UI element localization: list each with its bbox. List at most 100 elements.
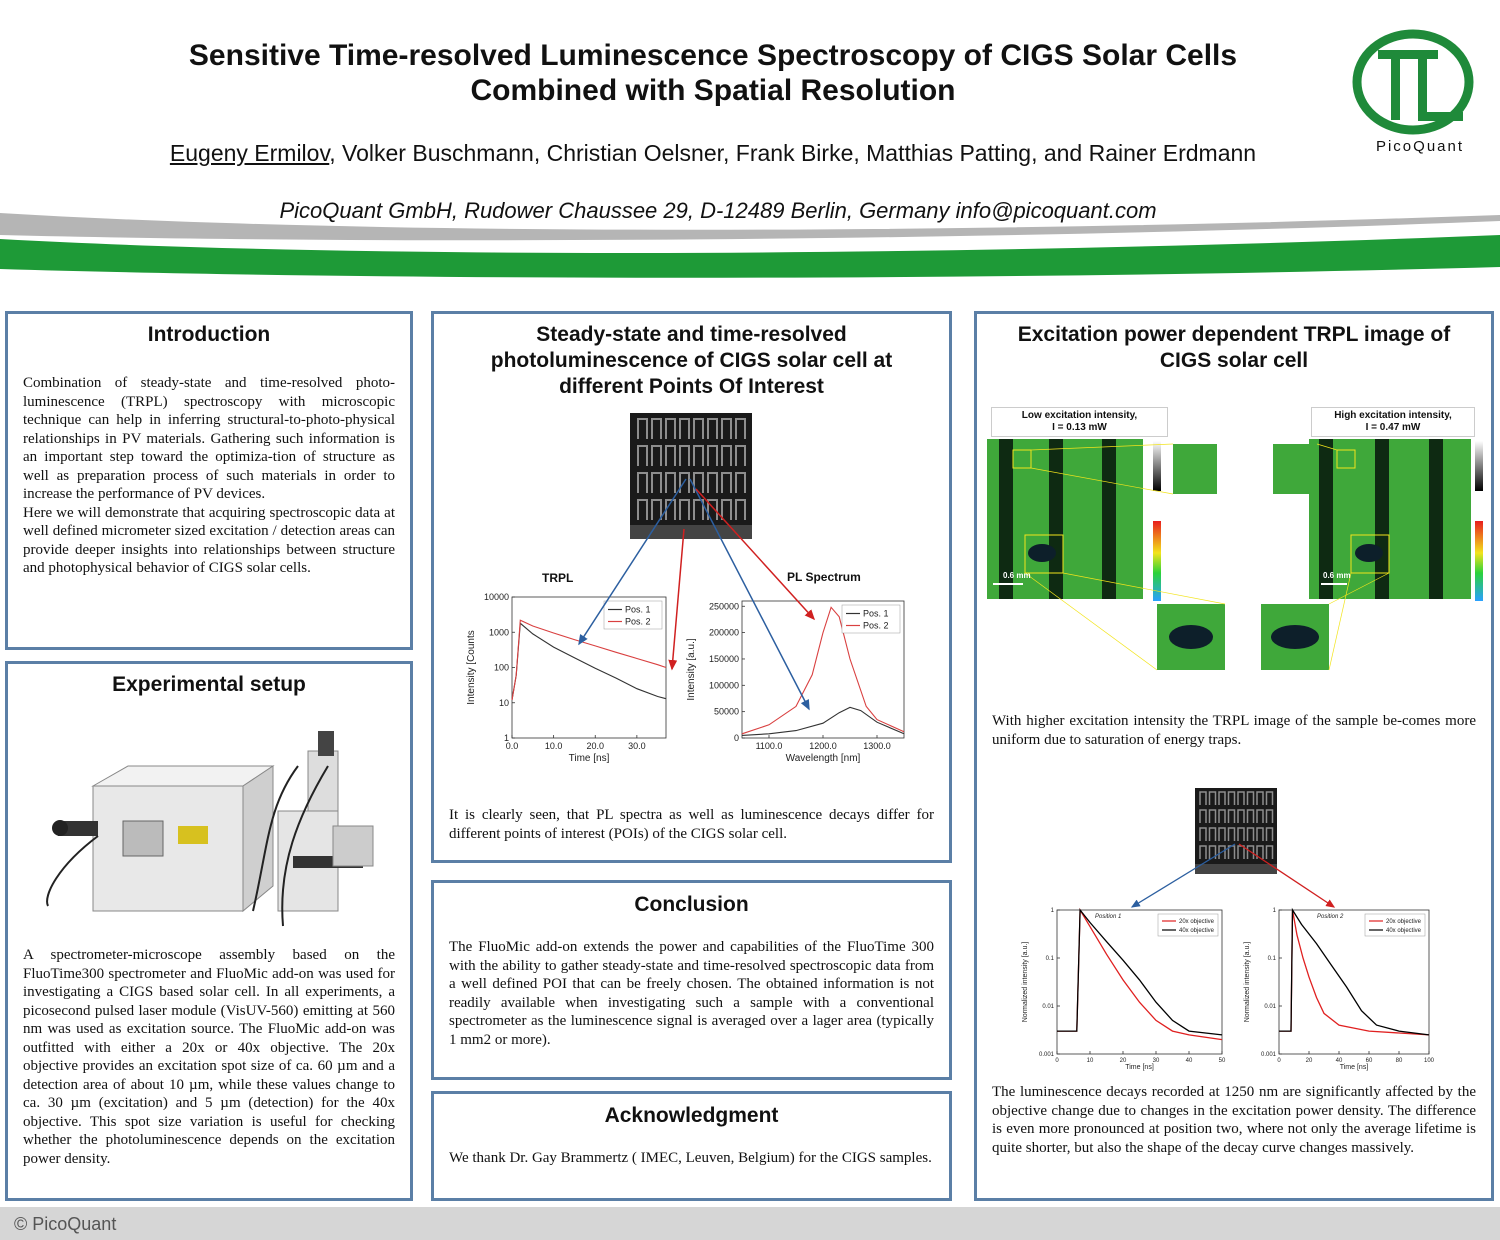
conclusion-heading: Conclusion bbox=[634, 893, 749, 916]
arrow-position-2 bbox=[1238, 843, 1336, 908]
author-list: Eugeny Ermilov, Volker Buschmann, Christ… bbox=[100, 140, 1326, 167]
acknowledgment-panel: Acknowledgment We thank Dr. Gay Brammert… bbox=[431, 1091, 952, 1201]
solar-cell-finger bbox=[1246, 809, 1255, 823]
x-tick-label: 40 bbox=[1336, 1058, 1343, 1064]
solar-cell-finger bbox=[721, 418, 732, 439]
x-tick-label: 10.0 bbox=[545, 741, 563, 751]
legend-entry: 20x objective bbox=[1386, 919, 1422, 925]
introduction-text: Combination of steady-state and time-res… bbox=[23, 375, 395, 502]
solar-cell-finger bbox=[1218, 809, 1226, 823]
legend-entry: 40x objective bbox=[1386, 928, 1422, 934]
picoquant-logo bbox=[1352, 29, 1474, 135]
solar-cell-finger bbox=[665, 418, 676, 439]
solar-cell-finger bbox=[1246, 791, 1255, 805]
y-tick-label: 100000 bbox=[709, 680, 739, 690]
solar-cell-finger bbox=[679, 418, 690, 439]
solar-cell-finger bbox=[1208, 845, 1217, 859]
x-axis-label: Time [ns] bbox=[1125, 1064, 1154, 1071]
steady-state-text: It is clearly seen, that PL spectra as w… bbox=[449, 807, 934, 842]
solar-cell-photo bbox=[630, 413, 752, 539]
solar-cell-finger bbox=[1237, 791, 1245, 805]
conclusion-text: The FluoMic add-on extends the power and… bbox=[449, 939, 934, 1048]
legend-entry: 20x objective bbox=[1179, 919, 1215, 925]
high-intensity-label: High excitation intensity, I = 0.47 mW bbox=[1311, 407, 1475, 437]
y-axis-label: Normalized intensity [a.u.] bbox=[1244, 942, 1251, 1023]
y-tick-label: 250000 bbox=[709, 601, 739, 611]
y-tick-label: 1000 bbox=[489, 627, 509, 637]
y-tick-label: 1 bbox=[504, 733, 509, 743]
trpl-images bbox=[987, 439, 1483, 671]
x-tick-label: 1100.0 bbox=[756, 741, 783, 751]
x-tick-label: 20 bbox=[1120, 1058, 1127, 1064]
x-tick-label: 0 bbox=[1055, 1058, 1059, 1064]
series-line-2 bbox=[511, 619, 667, 701]
solar-cell-finger bbox=[1265, 791, 1274, 805]
excitation-text-1: With higher excitation intensity the TRP… bbox=[992, 713, 1476, 748]
y-tick-label: 1 bbox=[1273, 908, 1277, 914]
y-tick-label: 0.001 bbox=[1039, 1052, 1055, 1058]
y-tick-label: 0.01 bbox=[1042, 1004, 1054, 1010]
low-intensity-label: Low excitation intensity, I = 0.13 mW bbox=[991, 407, 1168, 437]
affiliation: PicoQuant GmbH, Rudower Chaussee 29, D-1… bbox=[279, 198, 1157, 223]
steady-state-panel: Steady-state and time-resolved photolumi… bbox=[431, 311, 952, 863]
y-tick-label: 100 bbox=[494, 663, 509, 673]
spectrometer-microscope-image bbox=[46, 731, 374, 927]
solar-cell-finger bbox=[637, 418, 648, 439]
series-line-2 bbox=[741, 606, 905, 735]
legend-box bbox=[841, 604, 901, 634]
solar-cell-finger bbox=[651, 445, 662, 466]
introduction-heading: Introduction bbox=[147, 323, 271, 346]
trpl-chart: 0.0 10.0 20.0 30.0 1 10 100 1000 10000 Time [ns] I… bbox=[466, 592, 667, 764]
solar-cell-finger bbox=[1208, 827, 1217, 841]
high-intensity-title: High excitation intensity, bbox=[1334, 410, 1452, 421]
experimental-setup-panel: Experimental setup A spectrometer-micros… bbox=[5, 661, 413, 1201]
solar-cell-finger bbox=[1227, 827, 1236, 841]
header-swoosh bbox=[0, 213, 1500, 278]
chart-title: Position 1 bbox=[1095, 914, 1121, 920]
footer: © PicoQuant bbox=[0, 1207, 1500, 1240]
acknowledgment-text: We thank Dr. Gay Brammertz ( IMEC, Leuve… bbox=[449, 1150, 932, 1166]
legend-entry: Pos. 2 bbox=[625, 617, 651, 627]
solar-cell-finger bbox=[1208, 809, 1217, 823]
y-tick-label: 1 bbox=[1051, 908, 1055, 914]
legend-entry: Pos. 2 bbox=[863, 621, 889, 631]
coauthors: , Volker Buschmann, Christian Oelsner, F… bbox=[329, 140, 1257, 166]
solar-cell-finger bbox=[1218, 791, 1226, 805]
x-tick-label: 30 bbox=[1153, 1058, 1160, 1064]
solar-cell-finger bbox=[1218, 827, 1226, 841]
solar-cell-finger bbox=[1199, 791, 1207, 805]
objective-arrows bbox=[1130, 843, 1336, 908]
y-tick-label: 0.1 bbox=[1268, 956, 1277, 962]
poster-title: Sensitive Time-resolved Luminescence Spe… bbox=[100, 38, 1326, 108]
y-axis-label: Normalized intensity [a.u.] bbox=[1022, 942, 1029, 1023]
solar-cell-finger bbox=[707, 418, 718, 439]
x-tick-label: 100 bbox=[1424, 1058, 1435, 1064]
y-axis-label: Intensity [a.u.] bbox=[686, 638, 697, 700]
y-tick-label: 0.01 bbox=[1264, 1004, 1276, 1010]
steady-state-heading: Steady-state and time-resolved photolumi… bbox=[490, 323, 893, 398]
scale-bar-high: 0.6 mm bbox=[1323, 571, 1351, 580]
x-tick-label: 60 bbox=[1366, 1058, 1373, 1064]
y-tick-label: 0.001 bbox=[1261, 1052, 1277, 1058]
high-intensity-value: I = 0.47 mW bbox=[1365, 422, 1421, 433]
low-intensity-value: I = 0.13 mW bbox=[1052, 422, 1107, 433]
introduction-text-2: Here we will demonstrate that acquiring … bbox=[23, 504, 395, 577]
solar-cell-finger bbox=[1199, 827, 1207, 841]
copyright-text: © PicoQuant bbox=[14, 1214, 117, 1234]
solar-cell-finger bbox=[1246, 845, 1255, 859]
solar-cell-finger bbox=[1256, 791, 1264, 805]
x-tick-label: 40 bbox=[1186, 1058, 1193, 1064]
solar-cell-finger bbox=[1227, 791, 1236, 805]
solar-cell-finger bbox=[1208, 791, 1217, 805]
y-tick-label: 200000 bbox=[709, 628, 739, 638]
plot-frame bbox=[1278, 909, 1430, 1055]
solar-cell-finger bbox=[1199, 809, 1207, 823]
title-line-2: Combined with Spatial Resolution bbox=[470, 74, 956, 107]
solar-cell-finger bbox=[1237, 827, 1245, 841]
solar-cell-finger bbox=[1256, 845, 1264, 859]
solar-cell-finger bbox=[1265, 845, 1274, 859]
solar-cell-finger bbox=[707, 445, 718, 466]
solar-cell-finger bbox=[679, 445, 690, 466]
solar-cell-finger bbox=[735, 418, 746, 439]
y-tick-label: 0 bbox=[734, 733, 739, 743]
